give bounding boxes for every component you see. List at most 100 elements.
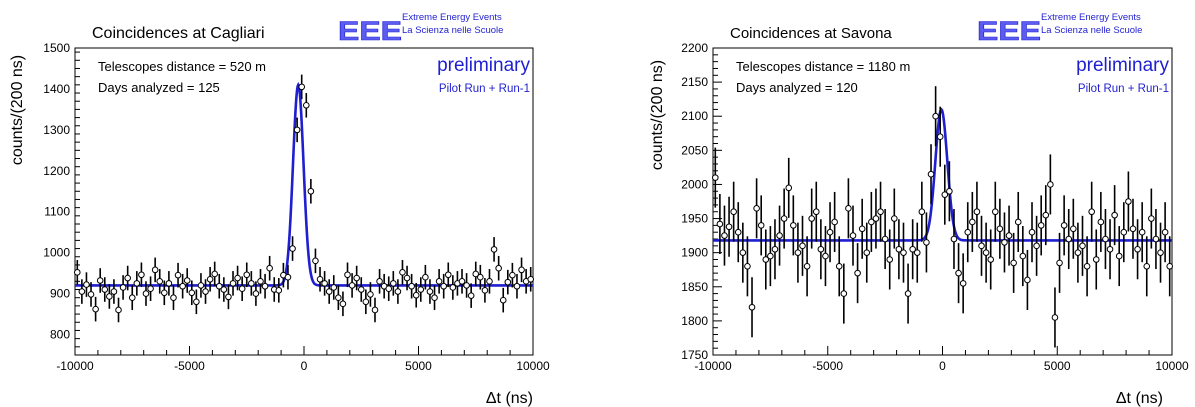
data-point [716, 220, 724, 228]
data-point [499, 296, 507, 304]
preliminary-label: preliminary [1076, 55, 1169, 76]
data-point [1051, 314, 1059, 321]
data-point [238, 285, 246, 292]
data-point [1001, 239, 1008, 246]
data-point [385, 285, 393, 292]
annotation-days: Days analyzed = 120 [736, 80, 858, 95]
data-point [142, 290, 150, 297]
data-point [156, 278, 164, 285]
data-point [211, 270, 218, 278]
y-tick-label: 1000 [43, 246, 70, 260]
data-point [895, 245, 903, 253]
data-point [467, 292, 475, 299]
data-point [330, 284, 338, 291]
annotation-distance: Telescopes distance = 520 m [98, 59, 266, 74]
data-point [449, 284, 457, 291]
axes: -10000 -5000 0 5000 10000 800 900 1000 1100 1200 1… [43, 41, 550, 373]
data-point [1120, 228, 1128, 236]
axes: -10000 -5000 0 5000 10000 1750 1800 1850 1900 195… [681, 41, 1189, 373]
data-point [767, 252, 774, 260]
data-point [1047, 181, 1054, 188]
data-point [92, 305, 99, 313]
annotation-days: Days analyzed = 125 [98, 80, 220, 95]
data-point [711, 174, 719, 181]
data-point [780, 215, 788, 222]
data-point [987, 256, 994, 263]
data-point [826, 228, 834, 236]
data-point [794, 249, 802, 256]
data-point [996, 225, 1004, 233]
data-point [138, 271, 145, 279]
y-tick-label: 1850 [681, 280, 708, 294]
data-point [339, 300, 347, 308]
y-tick-label: 2100 [681, 109, 708, 123]
data-point [991, 208, 999, 216]
data-point [399, 269, 406, 276]
data-point [748, 303, 756, 311]
data-point [243, 271, 251, 279]
data-point [785, 184, 793, 192]
data-point [868, 218, 875, 226]
data-point [845, 205, 852, 212]
data-point [1005, 232, 1013, 239]
data-point [1125, 198, 1132, 205]
data-point [96, 277, 104, 284]
data-point [193, 298, 200, 306]
data-point [840, 290, 848, 297]
data-point [1115, 252, 1123, 260]
data-point [1106, 245, 1114, 253]
x-axis-label: Δt (ns) [486, 390, 533, 407]
data-point [1143, 263, 1151, 270]
chart-title: Coincidences at Cagliari [92, 25, 265, 42]
data-point [817, 245, 825, 253]
data-point [849, 232, 857, 239]
data-point [335, 294, 342, 301]
data-point [87, 291, 95, 298]
data-point [115, 306, 122, 314]
data-point [376, 278, 383, 285]
data-point [106, 293, 113, 300]
data-point [1083, 263, 1091, 270]
y-tick-label: 1300 [43, 123, 70, 137]
logo-line-1: Extreme Energy Events [1041, 12, 1141, 23]
x-tick-label: -10000 [694, 359, 732, 373]
y-tick-label: 1900 [681, 246, 708, 260]
data-point [973, 208, 981, 216]
data-point [886, 256, 894, 263]
data-point [803, 263, 811, 270]
data-point [1138, 228, 1146, 236]
run-label: Pilot Run + Run-1 [439, 83, 530, 95]
data-point [831, 218, 838, 226]
data-point [206, 275, 214, 283]
data-point [812, 208, 820, 216]
data-point [481, 287, 489, 294]
data-point [344, 271, 351, 279]
y-tick-label: 2050 [681, 143, 708, 157]
data-point [225, 293, 232, 301]
data-point [403, 274, 411, 282]
data-point [1033, 242, 1040, 250]
y-tick-label: 2150 [681, 75, 708, 89]
data-point [371, 306, 379, 314]
data-point [220, 286, 228, 293]
data-point [1056, 259, 1063, 267]
data-point [284, 273, 292, 281]
data-point [101, 286, 109, 293]
data-point [509, 271, 516, 279]
data-point [835, 263, 843, 270]
eee-logo-mark: EEE [338, 16, 402, 46]
data-point [408, 282, 415, 290]
data-point [83, 281, 90, 288]
data-point [527, 275, 535, 283]
data-point [1148, 215, 1155, 222]
data-point [1010, 259, 1017, 267]
data-point [486, 278, 493, 285]
data-point [739, 249, 747, 256]
data-point [307, 187, 315, 195]
data-point [1060, 222, 1068, 229]
y-tick-label: 2200 [681, 41, 708, 55]
data-point [73, 269, 81, 276]
data-point [353, 274, 360, 282]
data-point [950, 235, 958, 243]
